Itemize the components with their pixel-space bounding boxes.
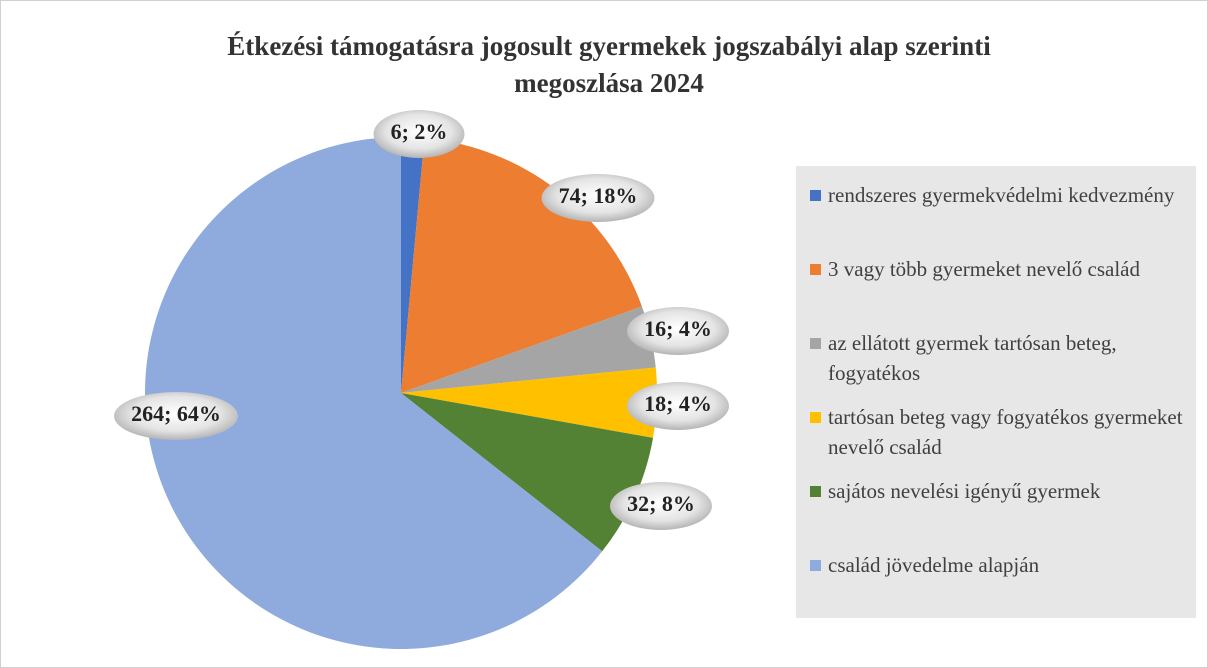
legend-label: az ellátott gyermek tartósan beteg, fogy…	[828, 331, 1117, 385]
legend-swatch	[810, 486, 821, 497]
legend-label: család jövedelme alapján	[828, 553, 1040, 577]
data-label: 74; 18%	[559, 183, 638, 208]
legend-swatch	[810, 338, 821, 349]
legend-item: sajátos nevelési igényű gyermek	[806, 476, 1186, 550]
legend-swatch	[810, 412, 821, 423]
legend-swatch	[810, 190, 821, 201]
legend-label: tartósan beteg vagy fogyatékos gyermeket…	[828, 405, 1183, 459]
legend-item: az ellátott gyermek tartósan beteg, fogy…	[806, 328, 1186, 402]
data-label: 16; 4%	[644, 316, 712, 341]
legend-swatch	[810, 264, 821, 275]
data-label: 6; 2%	[391, 119, 448, 144]
data-label: 264; 64%	[131, 401, 221, 426]
pie-slice	[401, 138, 642, 393]
legend-label: rendszeres gyermekvédelmi kedvezmény	[828, 183, 1175, 207]
data-label: 18; 4%	[644, 391, 712, 416]
legend-item: rendszeres gyermekvédelmi kedvezmény	[806, 180, 1186, 254]
label-bubble	[541, 174, 655, 222]
pie-slice	[401, 306, 656, 393]
label-bubble	[114, 392, 238, 440]
pie-slice	[145, 137, 603, 650]
legend-swatch	[810, 560, 821, 571]
legend-item: család jövedelme alapján	[806, 550, 1186, 624]
legend: rendszeres gyermekvédelmi kedvezmény 3 va…	[796, 166, 1196, 618]
label-bubble	[627, 382, 729, 430]
legend-item: tartósan beteg vagy fogyatékos gyermeket…	[806, 402, 1186, 476]
label-bubble	[627, 307, 729, 355]
pie-slice	[401, 137, 425, 393]
legend-item: 3 vagy több gyermeket nevelő család	[806, 254, 1186, 328]
label-bubble	[373, 110, 465, 158]
data-label: 32; 8%	[627, 491, 695, 516]
legend-label: 3 vagy több gyermeket nevelő család	[828, 257, 1140, 281]
label-bubble	[610, 482, 712, 530]
pie-slice	[401, 367, 657, 438]
pie-slice	[401, 393, 654, 552]
legend-label: sajátos nevelési igényű gyermek	[828, 479, 1101, 503]
chart-title: Étkezési támogatásra jogosult gyermekek …	[227, 31, 991, 98]
